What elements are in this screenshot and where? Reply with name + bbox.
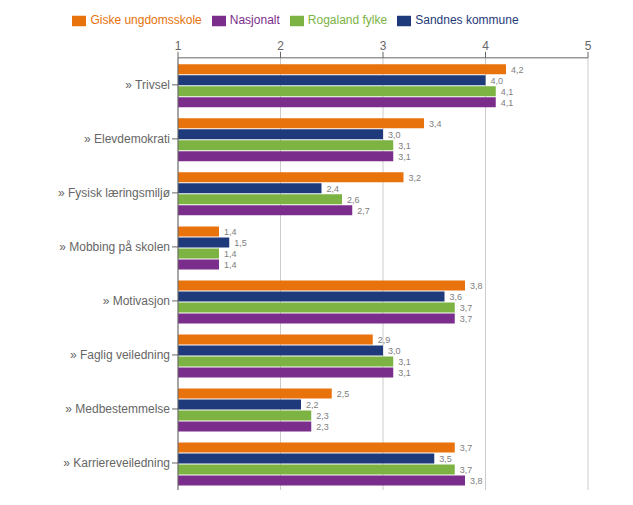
svg-text:1,4: 1,4: [224, 260, 237, 270]
svg-text:» Elevdemokrati: » Elevdemokrati: [84, 132, 170, 146]
svg-text:4,2: 4,2: [511, 65, 524, 75]
svg-text:1: 1: [175, 39, 182, 53]
html-text:Rogaland fylke: Rogaland fylke: [307, 13, 388, 27]
svg-text:3,8: 3,8: [470, 476, 483, 486]
svg-text:4: 4: [482, 39, 489, 53]
svg-text:1,5: 1,5: [234, 238, 247, 248]
svg-text:2,5: 2,5: [337, 389, 350, 399]
svg-text:4,1: 4,1: [501, 87, 514, 97]
svg-text:3,7: 3,7: [460, 314, 473, 324]
svg-text:2: 2: [277, 39, 284, 53]
svg-text:4,0: 4,0: [491, 76, 504, 86]
svg-text:3,8: 3,8: [470, 281, 483, 291]
svg-text:3,5: 3,5: [439, 454, 452, 464]
svg-text:3,7: 3,7: [460, 443, 473, 453]
svg-text:» Medbestemmelse: » Medbestemmelse: [65, 402, 170, 416]
svg-text:3,7: 3,7: [460, 465, 473, 475]
svg-text:3,1: 3,1: [398, 152, 411, 162]
svg-text:1,4: 1,4: [224, 227, 237, 237]
html-text:Nasjonalt: Nasjonalt: [229, 13, 280, 27]
html-text:Giske ungdomsskole: Giske ungdomsskole: [90, 13, 202, 27]
svg-text:2,3: 2,3: [316, 411, 329, 421]
html-text:Sandnes kommune: Sandnes kommune: [415, 13, 519, 27]
svg-text:3,4: 3,4: [429, 119, 442, 129]
svg-text:» Trivsel: » Trivsel: [125, 78, 170, 92]
svg-text:» Fysisk læringsmiljø: » Fysisk læringsmiljø: [58, 186, 171, 200]
svg-text:3,6: 3,6: [450, 292, 463, 302]
svg-text:3,0: 3,0: [388, 130, 401, 140]
svg-text:1,4: 1,4: [224, 249, 237, 259]
svg-text:3,0: 3,0: [388, 346, 401, 356]
svg-text:» Motivasjon: » Motivasjon: [103, 294, 170, 308]
svg-text:» Faglig veiledning: » Faglig veiledning: [70, 348, 170, 362]
svg-text:4,1: 4,1: [501, 98, 514, 108]
svg-text:2,3: 2,3: [316, 422, 329, 432]
svg-text:2,9: 2,9: [378, 335, 391, 345]
svg-text:3,7: 3,7: [460, 303, 473, 313]
svg-text:3,1: 3,1: [398, 141, 411, 151]
svg-text:» Mobbing på skolen: » Mobbing på skolen: [59, 240, 170, 254]
svg-text:» Karriereveiledning: » Karriereveiledning: [63, 456, 170, 470]
svg-text:5: 5: [585, 39, 592, 53]
svg-text:3: 3: [380, 39, 387, 53]
svg-text:3,1: 3,1: [398, 368, 411, 378]
svg-text:2,6: 2,6: [347, 195, 360, 205]
svg-text:3,2: 3,2: [409, 173, 422, 183]
svg-text:2,7: 2,7: [357, 206, 370, 216]
svg-text:2,4: 2,4: [327, 184, 340, 194]
svg-text:2,2: 2,2: [306, 400, 319, 410]
svg-text:3,1: 3,1: [398, 357, 411, 367]
